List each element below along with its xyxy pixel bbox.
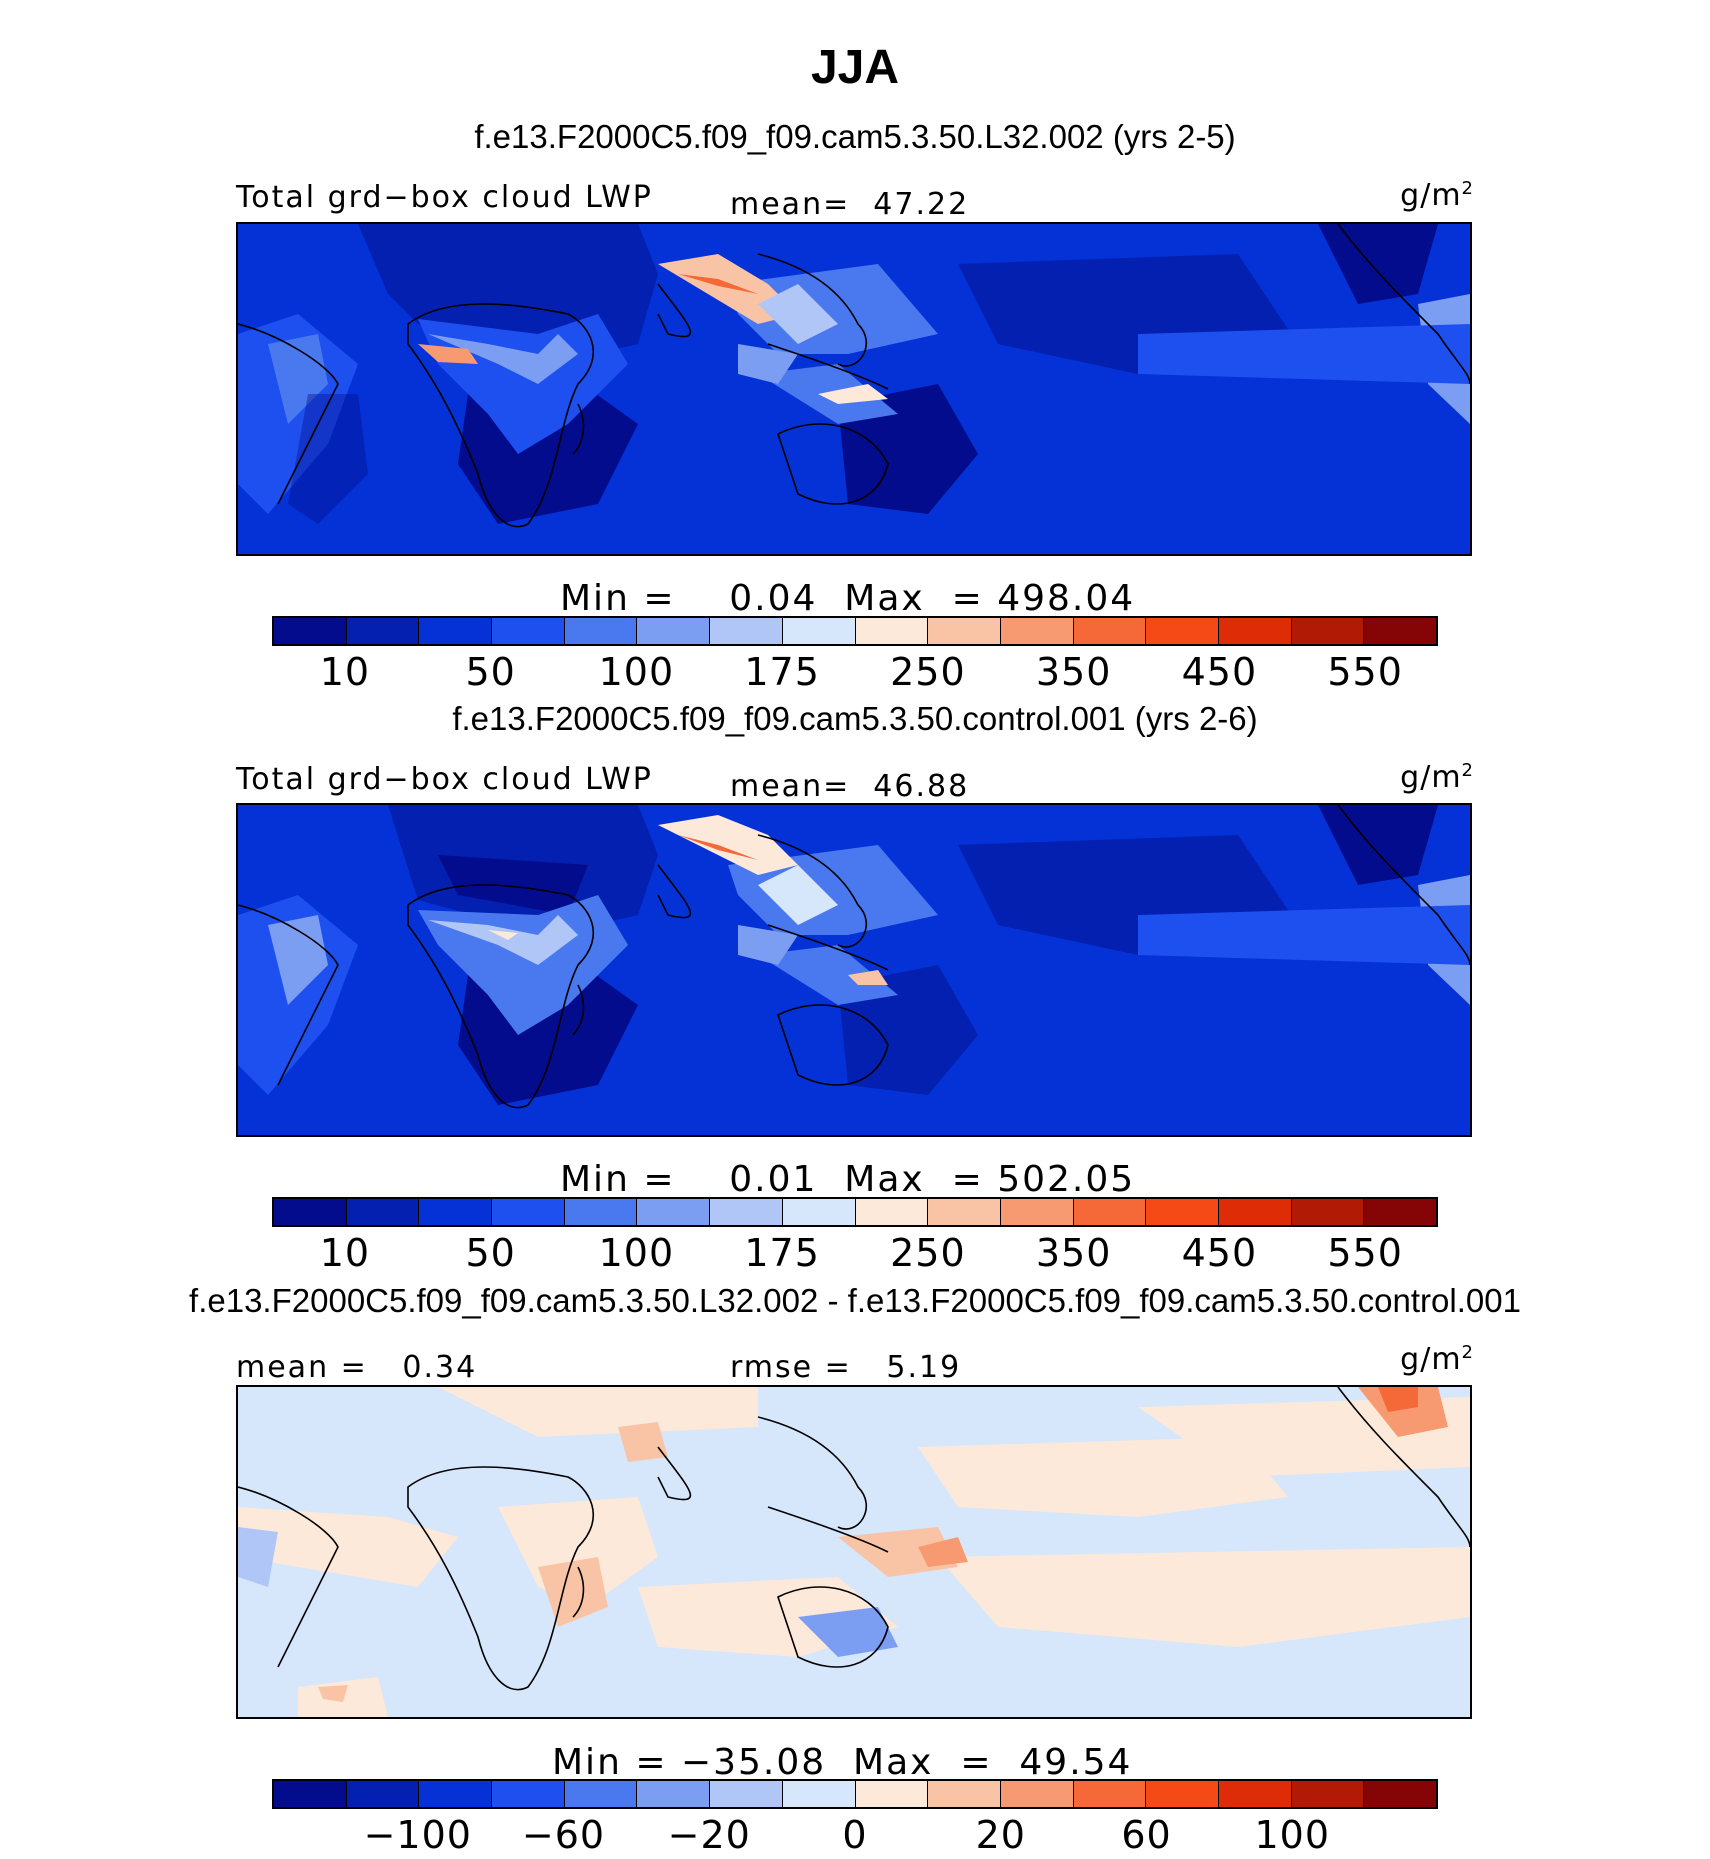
colorbar-tick-label: 100 (598, 1231, 675, 1275)
colorbar-swatch (346, 1199, 420, 1225)
panel2-map (236, 803, 1472, 1137)
panel1-run-title: f.e13.F2000C5.f09_f09.cam5.3.50.L32.002 … (474, 118, 1236, 155)
colorbar-swatch (1364, 1199, 1436, 1225)
panel3-map-svg (238, 1387, 1470, 1717)
colorbar-tick-label: 10 (319, 650, 371, 694)
panel3-minmax: Min = −35.08 Max = 49.54 (552, 1742, 1133, 1783)
colorbar-swatch (928, 1781, 1001, 1807)
colorbar-swatch (274, 618, 347, 644)
panel1-mean-label: mean= 47.22 (730, 187, 970, 222)
panel2-colorbar (272, 1197, 1438, 1227)
colorbar-swatch (855, 618, 929, 644)
colorbar-swatch (564, 1199, 638, 1225)
colorbar-swatch (492, 1781, 565, 1807)
panel2-minmax: Min = 0.01 Max = 502.05 (560, 1159, 1136, 1200)
panel1-colorbar (272, 616, 1438, 646)
panel3-map (236, 1385, 1472, 1719)
colorbar-tick-label: 50 (465, 1231, 516, 1275)
colorbar-swatch (564, 1781, 638, 1807)
colorbar-swatch (274, 1781, 347, 1807)
colorbar-tick-label: −20 (667, 1813, 751, 1857)
panel2-run-title: f.e13.F2000C5.f09_f09.cam5.3.50.control.… (452, 700, 1258, 737)
colorbar-swatch (782, 1781, 856, 1807)
colorbar-tick-label: 550 (1327, 1231, 1403, 1275)
panel1-map-svg (238, 224, 1470, 554)
colorbar-swatch (274, 1199, 347, 1225)
colorbar-swatch (1146, 1199, 1219, 1225)
panel3-mean-label: mean = 0.34 (236, 1350, 478, 1385)
colorbar-swatch (1000, 1199, 1074, 1225)
colorbar-swatch (1218, 1781, 1292, 1807)
panel3-units: g/m2 (1400, 1342, 1474, 1377)
colorbar-swatch (492, 1199, 565, 1225)
main-title: JJA (810, 41, 900, 94)
colorbar-swatch (710, 1781, 783, 1807)
colorbar-swatch (710, 1199, 783, 1225)
panel2-mean-label: mean= 46.88 (730, 769, 970, 804)
colorbar-swatch (419, 1781, 493, 1807)
panel1-map (236, 222, 1472, 556)
colorbar-tick-label: 20 (975, 1813, 1026, 1857)
panel2-units: g/m2 (1400, 760, 1474, 795)
panel1-minmax: Min = 0.04 Max = 498.04 (560, 578, 1136, 619)
panel3-run-title: f.e13.F2000C5.f09_f09.cam5.3.50.L32.002 … (189, 1282, 1521, 1319)
colorbar-swatch (855, 1781, 929, 1807)
colorbar-swatch (1291, 1781, 1365, 1807)
colorbar-tick-label: 250 (890, 650, 966, 694)
panel3-colorbar (272, 1779, 1438, 1809)
colorbar-swatch (782, 618, 856, 644)
colorbar-swatch (1073, 618, 1147, 644)
colorbar-swatch (419, 618, 493, 644)
colorbar-swatch (1000, 618, 1074, 644)
colorbar-tick-label: 175 (744, 650, 820, 694)
colorbar-swatch (1364, 1781, 1436, 1807)
colorbar-swatch (928, 618, 1001, 644)
colorbar-swatch (1073, 1199, 1147, 1225)
colorbar-tick-label: 550 (1327, 650, 1403, 694)
colorbar-swatch (564, 618, 638, 644)
colorbar-swatch (1291, 1199, 1365, 1225)
colorbar-swatch (492, 618, 565, 644)
colorbar-swatch (855, 1199, 929, 1225)
panel1-variable-label: Total grd−box cloud LWP (236, 180, 653, 215)
colorbar-swatch (1364, 618, 1436, 644)
colorbar-tick-label: 350 (1035, 650, 1112, 694)
colorbar-swatch (637, 1781, 711, 1807)
colorbar-tick-label: 450 (1181, 1231, 1258, 1275)
colorbar-swatch (346, 618, 420, 644)
panel2-map-svg (238, 805, 1470, 1135)
colorbar-tick-label: 450 (1181, 650, 1258, 694)
colorbar-swatch (637, 618, 711, 644)
panel1-colorbar-labels: 10 50 100 175 250 350 450 550 (272, 650, 1438, 696)
colorbar-swatch (1146, 1781, 1219, 1807)
panel2-colorbar-labels: 10 50 100 175 250 350 450 550 (272, 1231, 1438, 1277)
colorbar-swatch (1218, 618, 1292, 644)
colorbar-swatch (1291, 618, 1365, 644)
colorbar-tick-label: 350 (1035, 1231, 1112, 1275)
colorbar-swatch (782, 1199, 856, 1225)
colorbar-tick-label: 250 (890, 1231, 966, 1275)
colorbar-tick-label: 100 (1254, 1813, 1331, 1857)
colorbar-tick-label: 0 (842, 1813, 868, 1857)
colorbar-swatch (346, 1781, 420, 1807)
colorbar-tick-label: 100 (598, 650, 675, 694)
colorbar-swatch (710, 618, 783, 644)
colorbar-swatch (1218, 1199, 1292, 1225)
panel3-rmse-label: rmse = 5.19 (730, 1350, 962, 1385)
colorbar-tick-label: −60 (521, 1813, 606, 1857)
colorbar-tick-label: 175 (744, 1231, 820, 1275)
colorbar-swatch (419, 1199, 493, 1225)
panel2-variable-label: Total grd−box cloud LWP (236, 762, 653, 797)
colorbar-swatch (637, 1199, 711, 1225)
colorbar-swatch (1146, 618, 1219, 644)
colorbar-tick-label: 60 (1121, 1813, 1172, 1857)
panel3-colorbar-labels: −100 −60 −20 0 20 60 100 (272, 1813, 1438, 1859)
colorbar-swatch (928, 1199, 1001, 1225)
colorbar-swatch (1000, 1781, 1074, 1807)
colorbar-tick-label: 10 (319, 1231, 371, 1275)
colorbar-swatch (1073, 1781, 1147, 1807)
colorbar-tick-label: 50 (465, 650, 516, 694)
panel1-units: g/m2 (1400, 178, 1474, 213)
colorbar-tick-label: −100 (363, 1813, 472, 1857)
